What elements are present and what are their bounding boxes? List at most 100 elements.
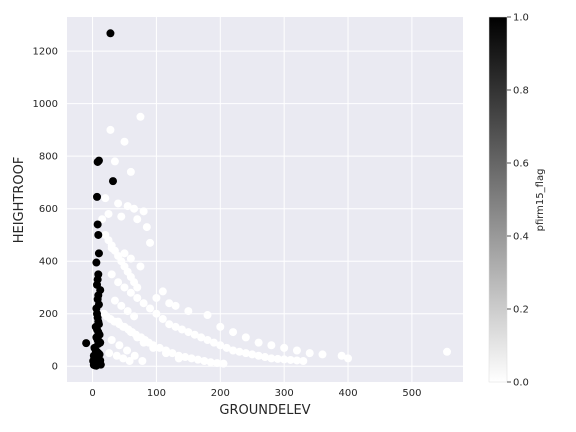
y-tick-labels: 0 200 400 600 800 1000 1200 (33, 47, 58, 373)
data-point-flag0 (318, 350, 327, 359)
data-point-flag0 (181, 353, 190, 362)
data-point-flag1 (93, 192, 102, 201)
colorbar-tick-label: 0.8 (513, 86, 529, 97)
data-point-flag0 (114, 278, 123, 287)
data-point-flag0 (106, 125, 115, 134)
data-point-flag0 (280, 343, 289, 352)
data-point-flag0 (107, 270, 116, 279)
x-tick-label: 400 (338, 388, 357, 399)
data-point-flag1 (92, 361, 101, 370)
data-point-flag0 (120, 322, 129, 331)
data-point-flag0 (98, 215, 107, 224)
data-point-flag0 (112, 351, 121, 360)
data-point-flag1 (82, 339, 91, 348)
data-point-flag0 (115, 341, 124, 350)
data-point-flag0 (190, 330, 199, 339)
flag1-series (82, 29, 117, 370)
y-axis-label: HEIGHTROOF (12, 157, 27, 244)
x-tick-label: 0 (89, 388, 95, 399)
x-tick-label: 200 (211, 388, 230, 399)
data-point-flag0 (344, 354, 353, 363)
data-point-flag0 (184, 307, 193, 316)
data-point-flag1 (94, 230, 103, 239)
colorbar-ticks: 0.0 0.2 0.4 0.6 0.8 1.0 (507, 13, 529, 389)
data-point-flag0 (222, 343, 231, 352)
data-point-flag0 (114, 317, 123, 326)
data-point-flag0 (105, 349, 114, 358)
y-tick-label: 400 (39, 257, 58, 268)
data-point-flag0 (130, 204, 139, 213)
data-point-flag0 (133, 283, 142, 292)
data-point-flag0 (187, 354, 196, 363)
data-point-flag0 (125, 356, 134, 365)
data-point-flag0 (138, 356, 147, 365)
data-point-flag0 (104, 209, 113, 218)
data-point-flag0 (152, 293, 161, 302)
y-tick-label: 600 (39, 204, 58, 215)
data-point-flag0 (123, 346, 132, 355)
data-point-flag0 (216, 341, 225, 350)
data-point-flag0 (206, 358, 215, 367)
data-point-flag0 (133, 293, 142, 302)
data-point-flag0 (286, 355, 295, 364)
data-point-flag1 (94, 249, 103, 258)
data-point-flag0 (126, 328, 135, 337)
data-point-flag0 (267, 354, 276, 363)
data-point-flag0 (165, 320, 174, 329)
data-point-flag0 (126, 288, 135, 297)
data-point-flag0 (146, 304, 155, 313)
data-point-flag0 (229, 328, 238, 337)
data-point-flag0 (177, 325, 186, 334)
colorbar (488, 16, 508, 383)
flag0-series (98, 112, 452, 368)
data-point-flag1 (106, 29, 115, 38)
colorbar-tick-label: 0.0 (513, 378, 529, 389)
data-point-flag0 (101, 194, 110, 203)
data-point-flag0 (120, 283, 129, 292)
data-point-flag0 (213, 359, 222, 368)
data-point-flag0 (229, 346, 238, 355)
data-point-flag0 (130, 351, 139, 360)
data-point-flag0 (139, 338, 148, 347)
data-point-flag0 (219, 359, 228, 368)
data-point-flag0 (136, 112, 145, 121)
data-point-flag0 (168, 349, 177, 358)
data-point-flag0 (267, 341, 276, 350)
data-point-flag0 (235, 347, 244, 356)
data-point-flag1 (108, 177, 117, 186)
colorbar-label: pfirm15_flag (535, 169, 546, 232)
data-point-flag0 (123, 202, 132, 211)
x-tick-label: 500 (402, 388, 421, 399)
data-point-flag0 (136, 262, 145, 271)
data-point-flag0 (155, 343, 164, 352)
data-point-flag0 (216, 322, 225, 331)
data-point-flag0 (133, 333, 142, 342)
data-point-flag0 (241, 349, 250, 358)
plot-area (67, 17, 463, 382)
data-point-flag1 (92, 258, 101, 267)
data-point-flag0 (280, 355, 289, 364)
data-point-flag0 (203, 335, 212, 344)
data-point-flag0 (273, 354, 282, 363)
data-point-flag0 (152, 309, 161, 318)
x-tick-label: 100 (147, 388, 166, 399)
data-point-flag0 (171, 301, 180, 310)
data-point-flag0 (126, 167, 135, 176)
data-point-flag0 (123, 307, 132, 316)
y-tick-label: 0 (52, 362, 58, 373)
data-point-flag0 (126, 254, 135, 263)
data-point-flag0 (139, 207, 148, 216)
data-point-flag0 (133, 215, 142, 224)
data-point-flag0 (119, 354, 128, 363)
data-point-flag0 (117, 212, 126, 221)
data-point-flag0 (149, 343, 158, 352)
data-point-flag0 (120, 137, 129, 146)
data-point-flag0 (197, 333, 206, 342)
data-point-flag0 (203, 311, 212, 320)
data-point-flag0 (292, 346, 301, 355)
data-point-flag0 (162, 349, 170, 358)
data-point-flag0 (443, 347, 452, 356)
y-tick-label: 800 (39, 152, 58, 163)
colorbar-tick-label: 0.6 (513, 159, 529, 170)
